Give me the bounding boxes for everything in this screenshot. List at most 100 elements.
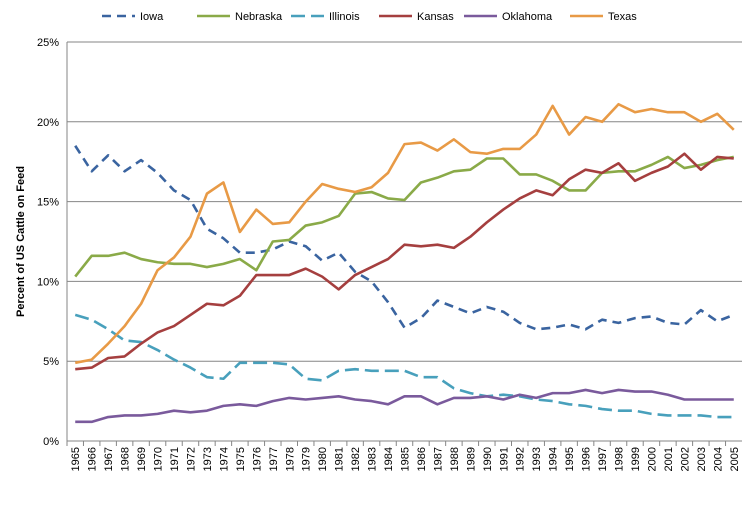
data-point-texas — [502, 148, 504, 150]
data-point-nebraska — [716, 159, 718, 161]
data-point-oklahoma — [403, 395, 405, 397]
data-point-kansas — [387, 258, 389, 260]
data-point-iowa — [272, 248, 274, 250]
data-point-illinois — [601, 408, 603, 410]
data-point-illinois — [683, 414, 685, 416]
data-point-iowa — [403, 326, 405, 328]
data-point-iowa — [568, 323, 570, 325]
data-point-texas — [584, 116, 586, 118]
data-point-nebraska — [239, 258, 241, 260]
data-point-texas — [535, 133, 537, 135]
x-tick-label: 1972 — [185, 447, 197, 471]
data-point-oklahoma — [123, 414, 125, 416]
data-point-nebraska — [370, 191, 372, 193]
y-tick-label: 10% — [37, 276, 59, 288]
data-point-illinois — [634, 409, 636, 411]
x-tick-label: 1979 — [301, 447, 313, 471]
data-point-texas — [683, 111, 685, 113]
legend-label-illinois: Illinois — [329, 11, 360, 23]
data-point-oklahoma — [354, 398, 356, 400]
data-point-iowa — [535, 328, 537, 330]
data-point-illinois — [74, 314, 76, 316]
data-point-kansas — [502, 208, 504, 210]
data-point-iowa — [716, 320, 718, 322]
data-point-nebraska — [453, 170, 455, 172]
data-point-kansas — [90, 366, 92, 368]
data-point-texas — [519, 148, 521, 150]
legend-label-kansas: Kansas — [417, 11, 454, 23]
data-point-kansas — [683, 153, 685, 155]
data-point-illinois — [370, 370, 372, 372]
data-point-texas — [107, 342, 109, 344]
x-tick-label: 2005 — [729, 447, 741, 471]
data-point-illinois — [436, 376, 438, 378]
legend-label-iowa: Iowa — [140, 11, 164, 23]
data-point-oklahoma — [189, 411, 191, 413]
data-point-texas — [667, 111, 669, 113]
data-point-illinois — [123, 339, 125, 341]
data-point-nebraska — [90, 255, 92, 257]
data-point-texas — [436, 149, 438, 151]
data-point-texas — [156, 269, 158, 271]
data-point-iowa — [486, 306, 488, 308]
data-point-nebraska — [403, 199, 405, 201]
data-point-oklahoma — [502, 398, 504, 400]
data-point-oklahoma — [436, 403, 438, 405]
data-point-kansas — [716, 156, 718, 158]
data-point-illinois — [222, 378, 224, 380]
data-point-iowa — [502, 311, 504, 313]
data-point-kansas — [700, 168, 702, 170]
data-point-texas — [403, 143, 405, 145]
x-tick-label: 1978 — [284, 447, 296, 471]
data-point-iowa — [239, 251, 241, 253]
x-tick-label: 1984 — [383, 447, 395, 471]
x-tick-label: 1994 — [548, 447, 560, 471]
data-point-iowa — [551, 326, 553, 328]
data-point-kansas — [584, 168, 586, 170]
data-point-kansas — [107, 357, 109, 359]
y-tick-label: 25% — [37, 37, 59, 49]
data-point-kansas — [568, 178, 570, 180]
data-point-oklahoma — [568, 392, 570, 394]
x-tick-label: 1973 — [202, 447, 214, 471]
data-point-nebraska — [486, 157, 488, 159]
legend-label-nebraska: Nebraska — [235, 11, 283, 23]
data-point-texas — [206, 192, 208, 194]
data-point-nebraska — [519, 173, 521, 175]
x-tick-label: 1980 — [317, 447, 329, 471]
data-point-iowa — [321, 259, 323, 261]
data-point-nebraska — [173, 263, 175, 265]
data-point-illinois — [288, 363, 290, 365]
y-tick-label: 0% — [43, 436, 59, 448]
x-tick-label: 1976 — [251, 447, 263, 471]
series-line-nebraska — [74, 155, 735, 278]
data-point-texas — [486, 153, 488, 155]
data-point-texas — [90, 358, 92, 360]
legend-label-texas: Texas — [608, 11, 637, 23]
data-point-texas — [140, 303, 142, 305]
data-point-oklahoma — [321, 397, 323, 399]
data-point-kansas — [173, 325, 175, 327]
x-tick-label: 1988 — [449, 447, 461, 471]
data-point-texas — [305, 200, 307, 202]
data-point-oklahoma — [387, 403, 389, 405]
data-point-texas — [700, 121, 702, 123]
data-point-kansas — [123, 355, 125, 357]
data-point-illinois — [189, 366, 191, 368]
data-point-iowa — [700, 309, 702, 311]
legend: Iowa Nebraska Illinois Kansas Oklahoma Texas — [102, 11, 637, 23]
data-point-kansas — [535, 189, 537, 191]
series-line-iowa — [74, 145, 735, 331]
x-tick-label: 1993 — [531, 447, 543, 471]
data-point-illinois — [255, 362, 257, 364]
data-point-iowa — [617, 322, 619, 324]
data-point-texas — [716, 113, 718, 115]
data-point-texas — [568, 133, 570, 135]
data-point-kansas — [551, 194, 553, 196]
data-point-oklahoma — [272, 400, 274, 402]
data-point-nebraska — [337, 215, 339, 217]
data-point-oklahoma — [255, 405, 257, 407]
data-point-texas — [387, 172, 389, 174]
data-point-nebraska — [568, 189, 570, 191]
x-tick-label: 1983 — [367, 447, 379, 471]
